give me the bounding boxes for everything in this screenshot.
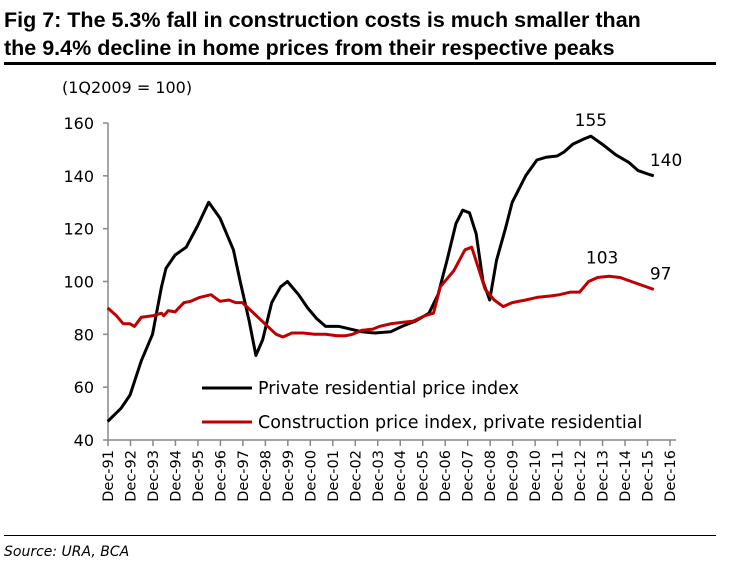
x-tick-label: Dec-01 — [326, 450, 342, 502]
x-tick-label: Dec-12 — [573, 450, 589, 502]
source-note: Source: URA, BCA — [4, 544, 130, 560]
x-tick-label: Dec-99 — [281, 450, 297, 502]
series-line-private-residential — [106, 134, 655, 423]
data-label: 97 — [650, 264, 672, 284]
y-axis-label: (1Q2009 = 100) — [62, 78, 193, 97]
x-tick-label: Dec-06 — [438, 450, 454, 502]
series-line-construction — [106, 245, 655, 339]
x-tick-label: Dec-13 — [596, 450, 612, 502]
x-tick-label: Dec-07 — [461, 450, 477, 502]
legend-label: Private residential price index — [258, 379, 519, 399]
data-label: 155 — [575, 111, 607, 131]
x-tick-label: Dec-02 — [348, 450, 364, 502]
x-tick-label: Dec-92 — [123, 450, 139, 502]
y-tick-label: 60 — [74, 378, 94, 397]
data-label: 140 — [650, 151, 682, 171]
x-tick-label: Dec-05 — [416, 450, 432, 502]
data-label: 103 — [586, 249, 618, 269]
y-tick-label: 140 — [63, 167, 94, 186]
x-tick-label: Dec-16 — [663, 450, 679, 502]
y-tick-label: 160 — [63, 114, 94, 133]
x-tick-label: Dec-15 — [641, 450, 657, 502]
title-line-1: Fig 7: The 5.3% fall in construction cos… — [4, 8, 641, 32]
x-tick-label: Dec-03 — [371, 450, 387, 502]
y-tick-label: 120 — [63, 220, 94, 239]
x-tick-label: Dec-10 — [528, 450, 544, 502]
footer-rule — [4, 535, 716, 536]
x-tick-label: Dec-00 — [303, 450, 319, 502]
x-tick-label: Dec-11 — [551, 450, 567, 502]
x-tick-label: Dec-14 — [618, 450, 634, 502]
x-tick-label: Dec-08 — [483, 450, 499, 502]
x-tick-label: Dec-95 — [191, 450, 207, 502]
title-rule — [4, 62, 716, 65]
x-tick-label: Dec-94 — [168, 450, 184, 502]
x-tick-label: Dec-04 — [393, 450, 409, 502]
y-tick-label: 40 — [74, 431, 94, 450]
y-tick-label: 100 — [63, 273, 94, 292]
x-tick-label: Dec-96 — [213, 450, 229, 502]
x-tick-label: Dec-93 — [146, 450, 162, 502]
title-line-2: the 9.4% decline in home prices from the… — [4, 36, 615, 60]
x-tick-label: Dec-97 — [236, 450, 252, 502]
y-tick-label: 80 — [74, 325, 94, 344]
chart-title: Fig 7: The 5.3% fall in construction cos… — [4, 6, 724, 62]
legend-label: Construction price index, private reside… — [258, 413, 642, 433]
x-tick-label: Dec-09 — [506, 450, 522, 502]
x-tick-label: Dec-91 — [101, 450, 117, 502]
x-tick-label: Dec-98 — [258, 450, 274, 502]
